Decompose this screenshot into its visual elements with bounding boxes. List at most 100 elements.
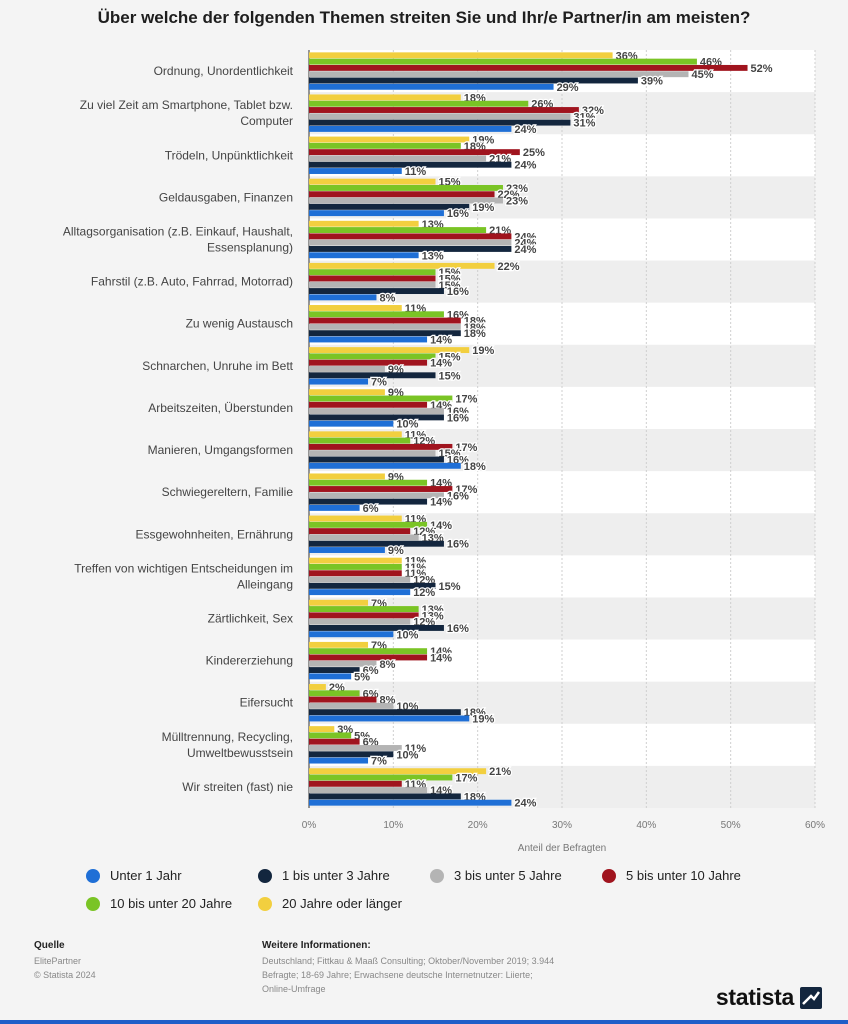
- data-label: 13%: [422, 604, 444, 616]
- bar: [309, 305, 402, 311]
- data-label: 5%: [354, 671, 370, 683]
- bar: [309, 408, 444, 415]
- bar: [309, 197, 503, 204]
- bar: [309, 142, 461, 149]
- data-label: 15%: [439, 370, 461, 382]
- bar: [309, 528, 411, 535]
- data-label: 16%: [447, 286, 469, 298]
- data-label: 52%: [751, 63, 773, 75]
- data-label: 14%: [430, 497, 452, 509]
- bar: [309, 696, 377, 703]
- data-label: 15%: [439, 351, 461, 363]
- legend-label: 1 bis unter 3 Jahre: [282, 868, 390, 883]
- bar: [309, 715, 470, 722]
- data-label: 19%: [472, 713, 494, 725]
- bar: [309, 486, 453, 492]
- bar: [309, 227, 487, 233]
- bar: [309, 317, 461, 324]
- category-label: Manieren, Umgangsformen: [148, 443, 293, 457]
- bar: [309, 456, 444, 463]
- data-label: 19%: [472, 135, 494, 147]
- data-label: 12%: [413, 587, 435, 599]
- bar: [309, 401, 428, 408]
- data-label: 17%: [455, 442, 477, 454]
- legend-item-20-jahre-oder-laenger[interactable]: 20 Jahre oder länger: [258, 896, 402, 911]
- category-label: Kindererziehung: [206, 654, 293, 668]
- data-label: 24%: [514, 244, 536, 256]
- bar: [309, 667, 360, 674]
- bar: [309, 281, 436, 288]
- bar: [309, 563, 402, 570]
- bar: [309, 557, 402, 564]
- legend-label: 3 bis unter 5 Jahre: [454, 868, 562, 883]
- category-label: Alleingang: [237, 577, 293, 591]
- bar: [309, 347, 470, 354]
- legend-label: Unter 1 Jahr: [110, 868, 182, 883]
- data-label: 15%: [439, 273, 461, 285]
- category-label: Umweltbewusstsein: [187, 746, 293, 760]
- category-label: Fahrstil (z.B. Auto, Fahrrad, Motorrad): [91, 275, 293, 289]
- bar: [309, 269, 436, 276]
- source-text: ElitePartner © Statista 2024: [34, 956, 96, 980]
- legend-label: 20 Jahre oder länger: [282, 896, 402, 911]
- bar: [309, 631, 394, 638]
- bar: [309, 136, 470, 143]
- data-label: 31%: [573, 118, 595, 130]
- bar: [309, 323, 461, 330]
- legend-item-5-bis-10-jahre[interactable]: 5 bis unter 10 Jahre: [602, 868, 741, 883]
- data-label: 15%: [439, 581, 461, 593]
- legend-item-10-bis-20-jahre[interactable]: 10 bis unter 20 Jahre: [86, 896, 232, 911]
- category-label: Schwiegereltern, Familie: [162, 485, 294, 499]
- data-label: 10%: [396, 419, 418, 431]
- bar: [309, 100, 529, 107]
- x-tick-label: 10%: [383, 820, 403, 831]
- data-label: 14%: [430, 646, 452, 658]
- category-label: Computer: [240, 114, 293, 128]
- bar: [309, 366, 385, 372]
- data-label: 29%: [557, 82, 579, 94]
- data-label: 24%: [514, 231, 536, 243]
- category-label: Geldausgaben, Finanzen: [159, 190, 293, 204]
- bar: [309, 378, 369, 385]
- data-label: 17%: [455, 772, 477, 784]
- data-label: 23%: [506, 183, 528, 195]
- logo-text: statista: [715, 984, 794, 1010]
- x-tick-label: 0%: [302, 820, 317, 831]
- info-text: Deutschland; Fittkau & Maaß Consulting; …: [262, 956, 555, 994]
- data-label: 25%: [523, 147, 545, 159]
- data-label: 13%: [422, 250, 444, 262]
- data-label: 8%: [379, 659, 395, 671]
- legend-swatch: [430, 868, 444, 883]
- bar: [309, 534, 419, 541]
- bar: [309, 107, 579, 113]
- legend-swatch: [86, 896, 100, 911]
- bar: [309, 684, 326, 690]
- bar: [309, 515, 402, 522]
- bar: [309, 780, 402, 787]
- x-tick-label: 50%: [721, 820, 741, 831]
- bar: [309, 799, 512, 806]
- bar: [309, 330, 461, 337]
- data-label: 24%: [514, 160, 536, 172]
- data-label: 9%: [388, 545, 404, 557]
- bar: [309, 168, 402, 174]
- bar: [309, 450, 436, 457]
- data-label: 24%: [514, 238, 536, 250]
- statista-logo[interactable]: statista: [716, 984, 822, 1011]
- legend-item-3-bis-5-jahre[interactable]: 3 bis unter 5 Jahre: [430, 868, 562, 883]
- data-label: 45%: [692, 69, 714, 81]
- legend-item-1-bis-3-jahre[interactable]: 1 bis unter 3 Jahre: [258, 868, 390, 883]
- data-label: 19%: [472, 202, 494, 214]
- category-label: Zu wenig Austausch: [186, 317, 293, 331]
- bar: [309, 709, 461, 716]
- category-label: Essensplanung): [207, 241, 293, 255]
- data-label: 16%: [447, 539, 469, 551]
- bar: [309, 125, 512, 132]
- legend-item-unter-1-jahr[interactable]: Unter 1 Jahr: [86, 868, 182, 883]
- bar: [309, 52, 613, 59]
- category-label: Trödeln, Unpünktlichkeit: [165, 148, 294, 162]
- data-label: 16%: [447, 406, 469, 418]
- logo-mark-icon: [800, 986, 822, 1009]
- bar: [309, 178, 436, 185]
- bar: [309, 654, 428, 661]
